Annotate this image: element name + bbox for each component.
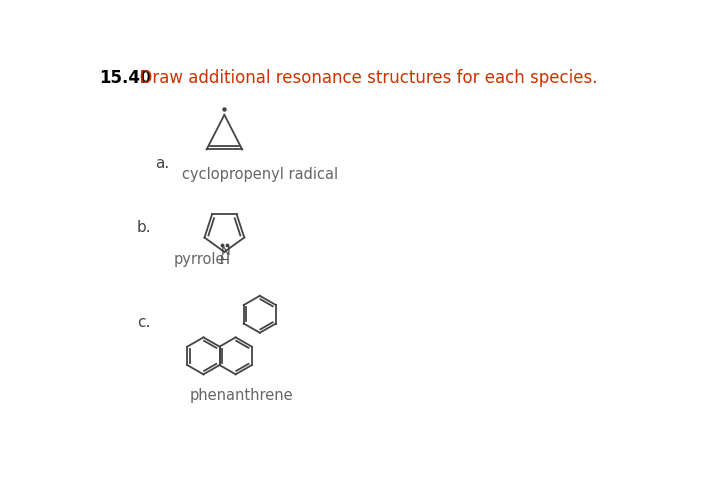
Text: c.: c. bbox=[137, 315, 151, 330]
Text: b.: b. bbox=[137, 220, 151, 235]
Text: H: H bbox=[219, 254, 229, 267]
Text: cyclopropenyl radical: cyclopropenyl radical bbox=[182, 167, 338, 182]
Text: phenanthrene: phenanthrene bbox=[190, 388, 293, 403]
Text: pyrrole: pyrrole bbox=[174, 252, 226, 267]
Text: a.: a. bbox=[155, 155, 169, 171]
Text: 15.40: 15.40 bbox=[99, 69, 152, 88]
Text: Draw additional resonance structures for each species.: Draw additional resonance structures for… bbox=[129, 69, 598, 88]
Text: N: N bbox=[220, 245, 230, 257]
